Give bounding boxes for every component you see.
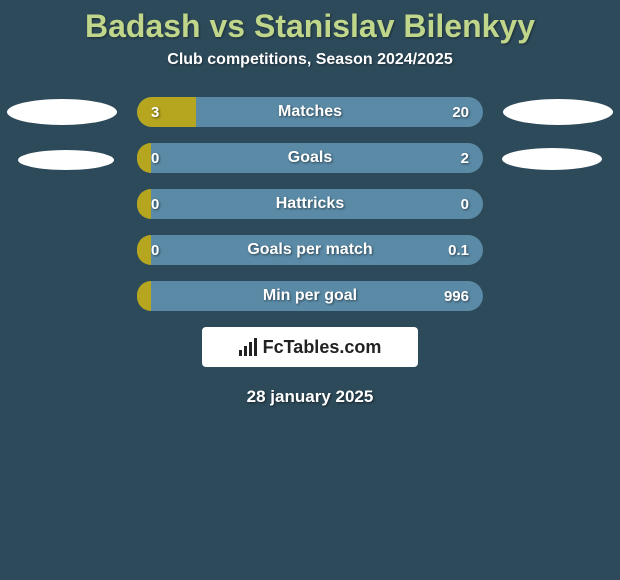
fctables-logo: FcTables.com xyxy=(202,327,418,367)
metric-bar: 0 Goals per match 0.1 xyxy=(137,235,483,265)
metric-right-value: 0 xyxy=(461,189,469,219)
metric-bar: 3 Matches 20 xyxy=(137,97,483,127)
comparison-chart: 3 Matches 20 0 Goals 2 0 Hattricks 0 xyxy=(0,97,620,311)
metric-label: Matches xyxy=(137,97,483,127)
metric-label: Hattricks xyxy=(137,189,483,219)
metric-row: 0 Goals per match 0.1 xyxy=(0,235,620,265)
bar-chart-icon xyxy=(239,338,257,356)
player-badge-left xyxy=(7,99,117,125)
metric-right-value: 20 xyxy=(452,97,469,127)
metric-bar: Min per goal 996 xyxy=(137,281,483,311)
metric-bar: 0 Hattricks 0 xyxy=(137,189,483,219)
metric-row: 0 Hattricks 0 xyxy=(0,189,620,219)
metric-right-value: 996 xyxy=(444,281,469,311)
logo-text: FcTables.com xyxy=(239,337,382,358)
player-badge-right xyxy=(502,148,602,170)
metric-label: Goals xyxy=(137,143,483,173)
metric-label: Min per goal xyxy=(137,281,483,311)
logo-label: FcTables.com xyxy=(263,337,382,358)
page-title: Badash vs Stanislav Bilenkyy xyxy=(0,0,620,51)
metric-bar: 0 Goals 2 xyxy=(137,143,483,173)
metric-right-value: 2 xyxy=(461,143,469,173)
player-badge-right xyxy=(503,99,613,125)
page-subtitle: Club competitions, Season 2024/2025 xyxy=(0,51,620,97)
date-label: 28 january 2025 xyxy=(0,387,620,407)
player-badge-left xyxy=(18,150,114,170)
metric-right-value: 0.1 xyxy=(448,235,469,265)
metric-label: Goals per match xyxy=(137,235,483,265)
metric-row: 0 Goals 2 xyxy=(0,143,620,173)
metric-row: 3 Matches 20 xyxy=(0,97,620,127)
metric-row: Min per goal 996 xyxy=(0,281,620,311)
